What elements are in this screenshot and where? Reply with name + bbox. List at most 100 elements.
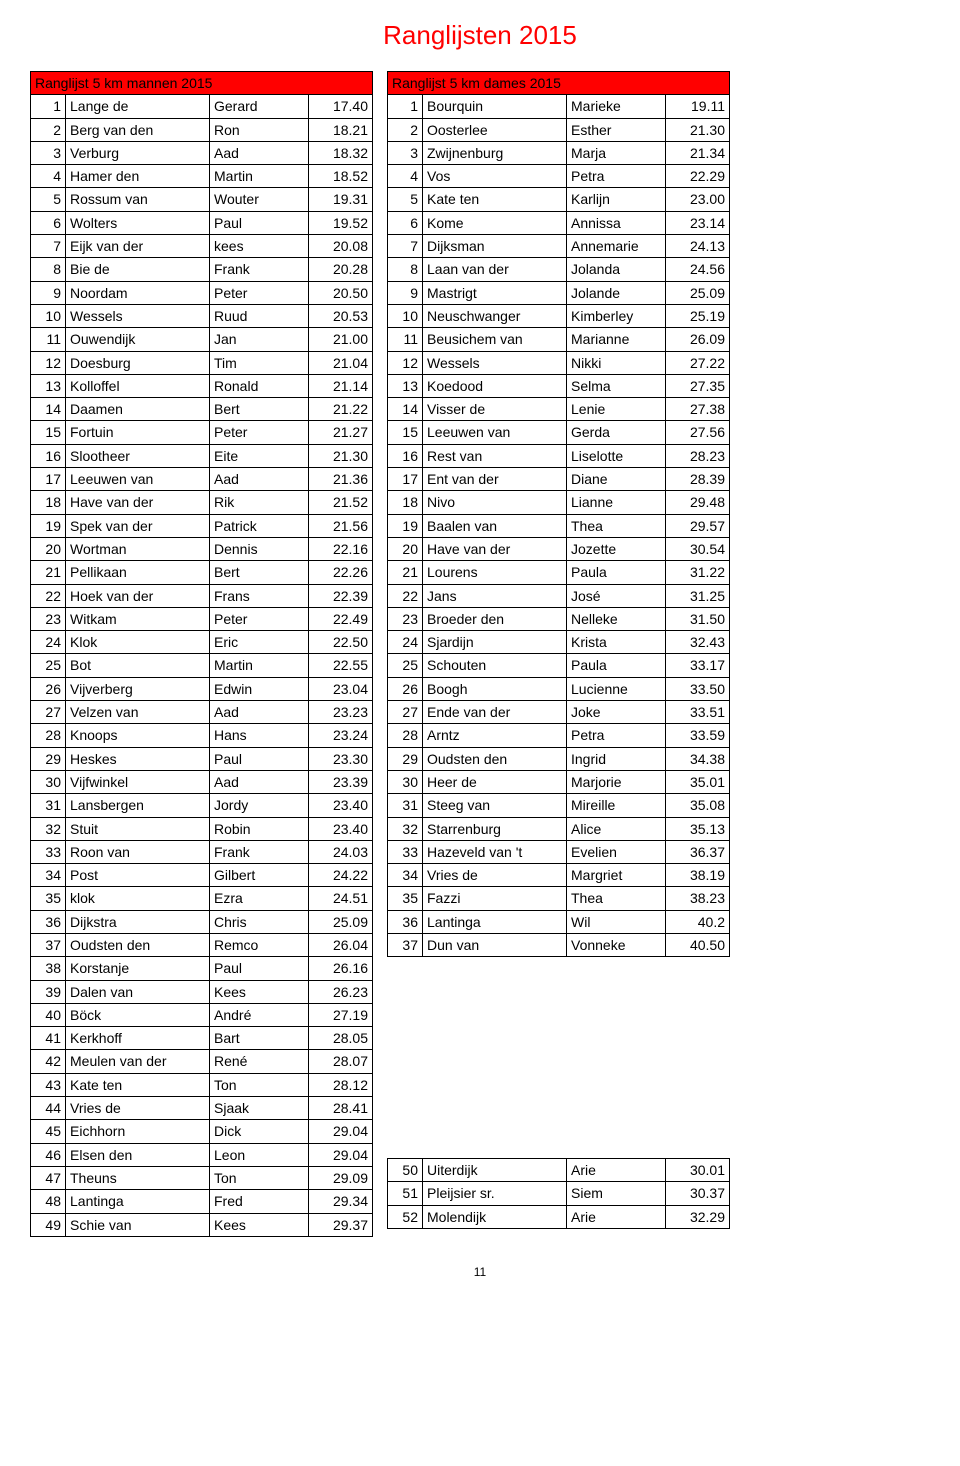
table-row: 18NivoLianne29.48 [388,491,730,514]
table-cell: Diane [567,468,666,491]
table-cell: 15 [388,421,423,444]
table-cell: Kome [423,211,567,234]
table-cell: Beusichem van [423,328,567,351]
table-cell: 23.23 [309,701,373,724]
table-cell: 25 [388,654,423,677]
table-cell: 9 [31,281,66,304]
table-row: 27Ende van derJoke33.51 [388,701,730,724]
table-cell: 2 [31,118,66,141]
table-cell: Martin [210,654,309,677]
table-cell: Bourquin [423,95,567,118]
table-cell: Kate ten [423,188,567,211]
table-cell: 35.01 [666,770,730,793]
table-cell: 19.52 [309,211,373,234]
table-cell: 37 [31,933,66,956]
table-row: 25SchoutenPaula33.17 [388,654,730,677]
table-cell: Edwin [210,677,309,700]
table-cell: Lourens [423,561,567,584]
table-row: 16SlootheerEite21.30 [31,444,373,467]
table-cell: 48 [31,1190,66,1213]
table-cell: Aad [210,770,309,793]
table-cell: 26.09 [666,328,730,351]
right-column: Ranglijst 5 km dames 2015 1BourquinMarie… [387,71,730,1237]
table-cell: Leeuwen van [66,468,210,491]
table-cell: 21 [388,561,423,584]
table-cell: 27 [31,701,66,724]
table-cell: Korstanje [66,957,210,980]
table-cell: Peter [210,607,309,630]
table-cell: 29.34 [309,1190,373,1213]
table-cell: Oudsten den [66,933,210,956]
table-cell: 28.12 [309,1073,373,1096]
table-cell: Vries de [66,1097,210,1120]
table-row: 38KorstanjePaul26.16 [31,957,373,980]
table-row: 1Lange deGerard17.40 [31,95,373,118]
table-cell: Koedood [423,374,567,397]
table-cell: Frank [210,840,309,863]
table-cell: 18.52 [309,165,373,188]
table-cell: 29.37 [309,1213,373,1236]
table-cell: Kate ten [66,1073,210,1096]
table-row: 50UiterdijkArie30.01 [388,1158,730,1181]
table-cell: Visser de [423,398,567,421]
table-cell: Aad [210,701,309,724]
table-cell: Alice [567,817,666,840]
table-cell: Ron [210,118,309,141]
table-cell: 34 [31,864,66,887]
table-cell: 16 [31,444,66,467]
table-cell: 23.14 [666,211,730,234]
table-row: 30VijfwinkelAad23.39 [31,770,373,793]
table-cell: 28 [388,724,423,747]
table-cell: Lianne [567,491,666,514]
table-cell: Leeuwen van [423,421,567,444]
table-cell: Bot [66,654,210,677]
table-cell: 25.19 [666,304,730,327]
table-row: 15FortuinPeter21.27 [31,421,373,444]
table-cell: 25.09 [309,910,373,933]
table-cell: Arie [567,1205,666,1228]
table-row: 21PellikaanBert22.26 [31,561,373,584]
table-row: 28ArntzPetra33.59 [388,724,730,747]
table-cell: Roon van [66,840,210,863]
table-cell: 20.08 [309,235,373,258]
table-cell: klok [66,887,210,910]
table-cell: 23 [388,607,423,630]
table-row: 51Pleijsier sr.Siem30.37 [388,1182,730,1205]
table-row: 17Leeuwen vanAad21.36 [31,468,373,491]
table-row: 45EichhornDick29.04 [31,1120,373,1143]
table-cell: kees [210,235,309,258]
table-cell: Eite [210,444,309,467]
table-cell: Witkam [66,607,210,630]
table-cell: 13 [31,374,66,397]
table-row: 19Baalen vanThea29.57 [388,514,730,537]
table-cell: Lantinga [423,910,567,933]
table-row: 24SjardijnKrista32.43 [388,631,730,654]
table-cell: Martin [210,165,309,188]
table-cell: 43 [31,1073,66,1096]
table-cell: Fortuin [66,421,210,444]
table-cell: 41 [31,1027,66,1050]
table-cell: 8 [388,258,423,281]
table-cell: 29.57 [666,514,730,537]
table-row: 21LourensPaula31.22 [388,561,730,584]
table-cell: 21.00 [309,328,373,351]
table-cell: 24 [388,631,423,654]
table-cell: 14 [31,398,66,421]
table-cell: 4 [31,165,66,188]
table-row: 26BooghLucienne33.50 [388,677,730,700]
table-cell: 46 [31,1143,66,1166]
table-cell: 14 [388,398,423,421]
table-row: 19Spek van derPatrick21.56 [31,514,373,537]
table-cell: Ingrid [567,747,666,770]
table-cell: 27.35 [666,374,730,397]
table-cell: Meulen van der [66,1050,210,1073]
table-cell: Knoops [66,724,210,747]
table-cell: Gerard [210,95,309,118]
table-row: 13KolloffelRonald21.14 [31,374,373,397]
table-cell: Joke [567,701,666,724]
table-row: 44Vries deSjaak28.41 [31,1097,373,1120]
table-cell: Jolande [567,281,666,304]
table-cell: 44 [31,1097,66,1120]
table-cell: José [567,584,666,607]
table-row: 37Oudsten denRemco26.04 [31,933,373,956]
